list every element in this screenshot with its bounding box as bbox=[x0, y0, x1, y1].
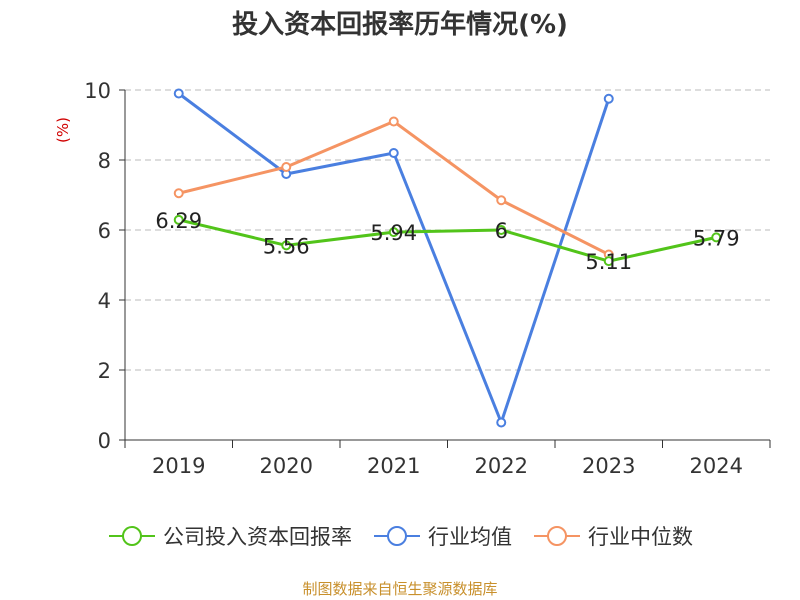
legend-item[interactable]: 行业中位数 bbox=[532, 521, 693, 551]
data-label: 6.29 bbox=[155, 209, 202, 233]
y-tick-label: 0 bbox=[98, 429, 111, 453]
legend-swatch-icon bbox=[374, 526, 420, 546]
legend-item[interactable]: 公司投入资本回报率 bbox=[107, 521, 352, 551]
data-point bbox=[388, 227, 399, 238]
data-label: 5.56 bbox=[263, 234, 310, 258]
data-labels: 6.29 5.56 5.94 6 5.11 5.79 bbox=[155, 209, 739, 274]
x-tick-label: 2024 bbox=[690, 454, 743, 478]
data-label: 5.94 bbox=[370, 221, 417, 245]
y-tick-label: 2 bbox=[98, 359, 111, 383]
y-tick-label: 10 bbox=[84, 79, 111, 103]
data-label: 5.79 bbox=[693, 226, 740, 250]
data-point bbox=[173, 214, 184, 225]
data-point bbox=[496, 225, 507, 235]
series-lines bbox=[173, 88, 722, 428]
x-tick-label: 2019 bbox=[152, 454, 205, 478]
source-note: 制图数据来自恒生聚源数据库 bbox=[302, 580, 498, 598]
x-tick-label: 2022 bbox=[475, 454, 528, 478]
data-point bbox=[173, 88, 184, 99]
x-tick-label: 2020 bbox=[260, 454, 313, 478]
data-point bbox=[388, 116, 399, 127]
data-point bbox=[496, 195, 507, 206]
axes: 0 2 4 6 8 10 (%) 2019 2020 2021 2022 2023 2024 bbox=[54, 79, 771, 478]
data-point bbox=[388, 148, 399, 158]
legend-swatch-icon bbox=[534, 526, 580, 546]
data-point bbox=[603, 93, 614, 104]
y-axis-label: (%) bbox=[54, 117, 72, 143]
x-tick-label: 2021 bbox=[367, 454, 420, 478]
data-point bbox=[173, 188, 184, 199]
legend-label: 公司投入资本回报率 bbox=[163, 525, 352, 549]
data-point bbox=[603, 256, 614, 267]
y-tick-label: 8 bbox=[98, 149, 111, 173]
legend-item[interactable]: 行业均值 bbox=[372, 521, 512, 551]
legend: 公司投入资本回报率 行业均值 行业中位数 bbox=[0, 520, 800, 552]
data-point bbox=[711, 232, 722, 243]
data-label: 5.11 bbox=[585, 250, 632, 274]
legend-swatch-icon bbox=[109, 526, 155, 546]
y-tick-label: 4 bbox=[98, 289, 111, 313]
data-label: 6 bbox=[495, 219, 508, 243]
data-point bbox=[281, 240, 292, 251]
x-tick-label: 2023 bbox=[582, 454, 635, 478]
series-line bbox=[177, 92, 611, 424]
y-tick-label: 6 bbox=[98, 219, 111, 243]
legend-label: 行业中位数 bbox=[588, 525, 693, 549]
series-line bbox=[178, 218, 717, 263]
legend-label: 行业均值 bbox=[428, 525, 512, 549]
data-point bbox=[496, 417, 507, 428]
data-point bbox=[281, 162, 292, 172]
chart-title: 投入资本回报率历年情况(%) bbox=[232, 10, 568, 40]
